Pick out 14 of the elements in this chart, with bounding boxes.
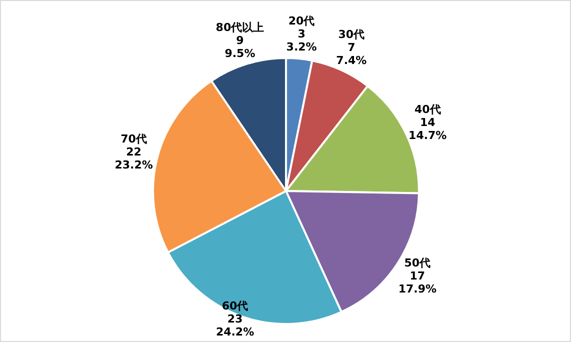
- slice-label: 40代: [414, 103, 441, 116]
- slice-label: 80代以上: [216, 20, 264, 34]
- data-label: 14 14.7%: [408, 116, 447, 142]
- slice-label: 70代: [120, 132, 147, 146]
- data-label: 22 23.2%: [114, 145, 153, 172]
- slice-label: 60代: [222, 299, 248, 312]
- data-label: 3 3.2%: [286, 28, 317, 54]
- data-label: 9 9.5%: [224, 34, 256, 60]
- slice-label: 30代: [338, 28, 365, 42]
- slice-label: 20代: [288, 14, 315, 28]
- data-label: 17 17.9%: [398, 270, 437, 296]
- data-label: 23 24.2%: [216, 312, 254, 338]
- slice-label: 50代: [404, 256, 431, 270]
- data-label: 7 7.4%: [336, 41, 367, 68]
